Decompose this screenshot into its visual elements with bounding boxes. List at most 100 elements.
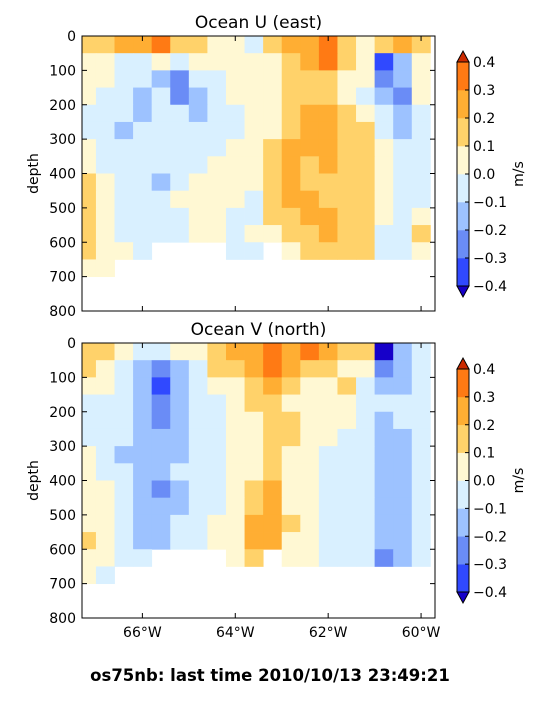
- heatmap-cell: [151, 104, 171, 123]
- heatmap-cell: [188, 428, 208, 447]
- heatmap-cell: [300, 497, 320, 516]
- heatmap-cell: [225, 377, 245, 395]
- heatmap-cell: [207, 497, 227, 516]
- heatmap-cell: [337, 225, 357, 243]
- heatmap-cell: [337, 463, 357, 481]
- heatmap-cell: [170, 377, 190, 395]
- heatmap-cell: [263, 53, 283, 71]
- heatmap-cell: [393, 207, 413, 226]
- heatmap-cell: [356, 87, 376, 106]
- heatmap-cell: [207, 514, 227, 533]
- heatmap-cell: [225, 514, 245, 533]
- heatmap-cell: [281, 480, 301, 499]
- y-tick-label: 600: [49, 542, 76, 558]
- heatmap-cell: [207, 190, 227, 209]
- heatmap-cell: [337, 360, 357, 378]
- heatmap-cell: [356, 428, 376, 447]
- heatmap-cell: [300, 87, 320, 106]
- heatmap-cell: [95, 156, 115, 174]
- heatmap-cell: [337, 394, 357, 413]
- heatmap-cell: [95, 121, 115, 140]
- heatmap-cell: [356, 207, 376, 226]
- heatmap-cell: [374, 225, 394, 243]
- heatmap-cell: [95, 514, 115, 533]
- heatmap-cell: [95, 190, 115, 209]
- heatmap-cell: [374, 190, 394, 209]
- heatmap-cell: [337, 532, 357, 550]
- heatmap-cell: [318, 497, 338, 516]
- heatmap-cell: [95, 446, 115, 464]
- heatmap-cell: [151, 121, 171, 140]
- heatmap-cell: [133, 225, 153, 243]
- heatmap-cell: [95, 139, 115, 157]
- heatmap-cell: [133, 121, 153, 140]
- heatmap-cell: [318, 207, 338, 226]
- heatmap-cell: [133, 514, 153, 533]
- heatmap-cell: [207, 207, 227, 226]
- heatmap-cell: [133, 549, 153, 567]
- heatmap-cell: [337, 190, 357, 209]
- heatmap-cell: [207, 532, 227, 550]
- heatmap-cell: [356, 446, 376, 464]
- heatmap-cell: [207, 463, 227, 481]
- heatmap-cell: [207, 480, 227, 499]
- heatmap-cell: [356, 53, 376, 71]
- heatmap-cell: [393, 532, 413, 550]
- heatmap-cell: [207, 173, 227, 192]
- colorbar-over-extension: [456, 49, 470, 63]
- heatmap-cell: [393, 497, 413, 516]
- heatmap-cell: [82, 139, 97, 157]
- heatmap-cell: [281, 497, 301, 516]
- heatmap-cell: [281, 173, 301, 192]
- heatmap-cell: [114, 394, 134, 413]
- heatmap-cell: [300, 53, 320, 71]
- heatmap-cell: [95, 532, 115, 550]
- heatmap-cell: [114, 225, 134, 243]
- heatmap-cell: [151, 139, 171, 157]
- heatmap-cell: [225, 53, 245, 71]
- heatmap-cell: [188, 497, 208, 516]
- heatmap-cell: [188, 207, 208, 226]
- colorbar-segment: [457, 424, 469, 453]
- heatmap-cell: [318, 428, 338, 447]
- heatmap-cell: [114, 446, 134, 464]
- heatmap-cell: [411, 104, 431, 123]
- heatmap-cell: [114, 173, 134, 192]
- heatmap-cell: [133, 497, 153, 516]
- heatmap-cell: [393, 70, 413, 88]
- heatmap-cell: [95, 207, 115, 226]
- heatmap-cell: [151, 480, 171, 499]
- heatmap-cell: [300, 514, 320, 533]
- heatmap-cell: [82, 242, 97, 260]
- heatmap-cell: [411, 87, 431, 106]
- y-tick-label: 500: [49, 201, 76, 217]
- heatmap-cell: [188, 190, 208, 209]
- heatmap-cell: [263, 36, 283, 54]
- heatmap-cell: [263, 225, 283, 243]
- colorbar-tick-label: −0.2: [473, 529, 507, 545]
- heatmap-cell: [337, 104, 357, 123]
- heatmap-cell: [188, 104, 208, 123]
- heatmap-cell: [82, 104, 97, 123]
- heatmap-cell: [133, 343, 153, 361]
- heatmap-cell: [281, 53, 301, 71]
- heatmap-cell: [263, 207, 283, 226]
- heatmap-cell: [170, 70, 190, 88]
- heatmap-cell: [356, 463, 376, 481]
- heatmap-cell: [318, 156, 338, 174]
- heatmap-cell: [374, 428, 394, 447]
- heatmap-cell: [207, 104, 227, 123]
- heatmap-cell: [188, 532, 208, 550]
- heatmap-cell: [82, 121, 97, 140]
- heatmap-cell: [114, 428, 134, 447]
- x-tick-label: 66°W: [123, 625, 162, 641]
- colorbar-tick-label: 0.4: [473, 55, 495, 71]
- y-tick-label: 400: [49, 167, 76, 183]
- heatmap-cell: [82, 411, 97, 430]
- heatmap-cell: [356, 394, 376, 413]
- heatmap-cell: [411, 428, 431, 447]
- heatmap-cell: [411, 139, 431, 157]
- heatmap-cell: [281, 532, 301, 550]
- heatmap-cell: [337, 139, 357, 157]
